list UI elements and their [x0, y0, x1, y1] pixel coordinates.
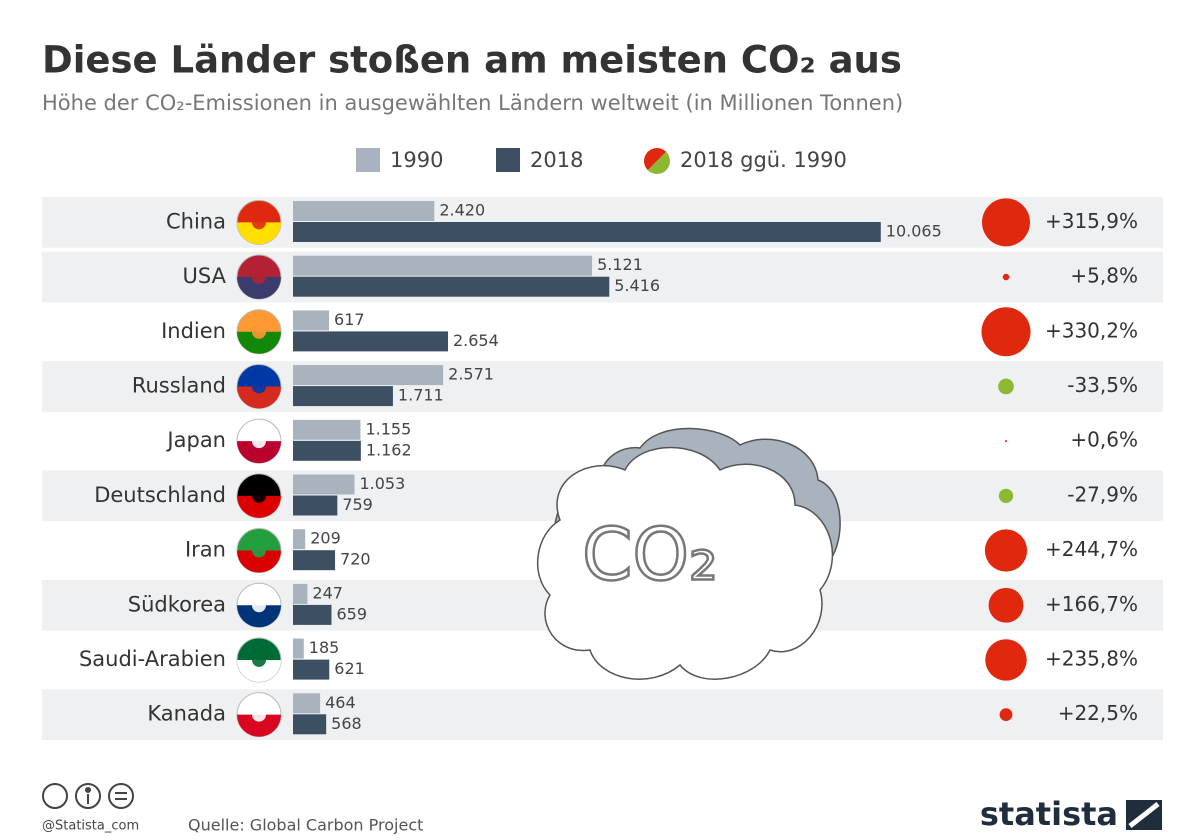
bar — [293, 496, 337, 516]
chart: CO₂ Diese Länder stoßen am meisten CO₂ a… — [0, 0, 1185, 840]
bar — [293, 639, 304, 659]
value-label: 247 — [312, 583, 343, 602]
bar — [293, 475, 354, 495]
change-circle — [982, 198, 1030, 246]
flag — [252, 434, 266, 448]
category-label: Russland — [132, 373, 226, 397]
category-label: Kanada — [147, 702, 226, 726]
category-label: Iran — [185, 538, 226, 562]
flag — [252, 598, 266, 612]
value-label: 617 — [334, 310, 365, 329]
value-label: 759 — [342, 495, 373, 514]
bar — [293, 277, 609, 297]
flag — [252, 215, 266, 229]
value-label: 209 — [310, 529, 341, 548]
category-label: USA — [183, 264, 227, 288]
value-label: 659 — [336, 604, 367, 623]
bar — [293, 605, 331, 625]
value-label: 621 — [334, 659, 365, 678]
change-circle — [998, 379, 1014, 395]
flag — [252, 489, 266, 503]
footer-source: Quelle: Global Carbon Project — [188, 816, 423, 835]
bar — [293, 365, 443, 385]
value-label: 5.121 — [597, 255, 643, 274]
legend-label: 1990 — [390, 148, 443, 172]
category-label: Saudi-Arabien — [79, 647, 226, 671]
bar — [293, 222, 881, 242]
change-circle — [1003, 274, 1010, 281]
value-label: 568 — [331, 714, 362, 733]
change-label: +22,5% — [1058, 701, 1138, 725]
legend-label: 2018 ggü. 1990 — [680, 148, 847, 172]
bar — [293, 386, 393, 406]
brand-logo — [1126, 800, 1162, 830]
value-label: 720 — [340, 550, 371, 569]
change-label: +330,2% — [1045, 318, 1138, 342]
value-label: 464 — [325, 693, 356, 712]
change-label: +235,8% — [1045, 646, 1138, 670]
change-label: +0,6% — [1070, 428, 1138, 452]
value-label: 1.162 — [366, 440, 412, 459]
bar — [293, 584, 307, 604]
illustration-label: CO₂ — [582, 513, 718, 597]
footer-handle: @Statista_com — [42, 819, 139, 834]
bar — [293, 550, 335, 570]
bar — [293, 693, 320, 713]
value-label: 1.053 — [359, 474, 405, 493]
bar — [293, 331, 448, 351]
change-circle — [989, 588, 1024, 623]
change-label: -27,9% — [1067, 482, 1138, 506]
value-label: 2.654 — [453, 331, 499, 350]
bar — [293, 441, 361, 461]
change-circle — [1000, 708, 1013, 721]
change-circle — [1005, 440, 1007, 442]
bar — [293, 201, 434, 221]
change-label: -33,5% — [1067, 373, 1138, 397]
change-circle — [999, 489, 1013, 503]
change-label: +5,8% — [1070, 264, 1138, 288]
legend-swatch — [496, 148, 520, 172]
category-label: Deutschland — [94, 483, 226, 507]
legend-label: 2018 — [530, 148, 583, 172]
change-circle — [981, 307, 1030, 356]
bar — [293, 660, 329, 680]
value-label: 5.416 — [614, 276, 660, 295]
chart-subtitle: Höhe der CO₂-Emissionen in ausgewählten … — [42, 91, 903, 115]
value-label: 185 — [309, 638, 340, 657]
change-label: +244,7% — [1045, 537, 1138, 561]
value-label: 10.065 — [886, 222, 942, 241]
flag — [252, 325, 266, 339]
footer-brand: statista — [980, 795, 1118, 833]
page: CO₂ Diese Länder stoßen am meisten CO₂ a… — [0, 0, 1185, 840]
flag — [252, 270, 266, 284]
flag — [252, 379, 266, 393]
value-label: 2.571 — [448, 365, 494, 384]
bar — [293, 714, 326, 734]
flag — [252, 708, 266, 722]
category-label: Japan — [165, 428, 226, 452]
chart-title: Diese Länder stoßen am meisten CO₂ aus — [42, 39, 902, 82]
bar — [293, 529, 305, 549]
bar — [293, 420, 360, 440]
change-circle — [985, 639, 1026, 680]
category-label: Indien — [161, 319, 226, 343]
value-label: 2.420 — [439, 201, 485, 220]
bar — [293, 256, 592, 276]
bar — [293, 310, 329, 330]
change-label: +166,7% — [1045, 592, 1138, 616]
change-label: +315,9% — [1045, 209, 1138, 233]
legend-swatch — [356, 148, 380, 172]
category-label: China — [166, 209, 226, 233]
flag — [252, 544, 266, 558]
value-label: 1.155 — [365, 419, 411, 438]
change-circle — [985, 529, 1027, 571]
value-label: 1.711 — [398, 386, 444, 405]
category-label: Südkorea — [128, 592, 226, 616]
flag — [252, 653, 266, 667]
